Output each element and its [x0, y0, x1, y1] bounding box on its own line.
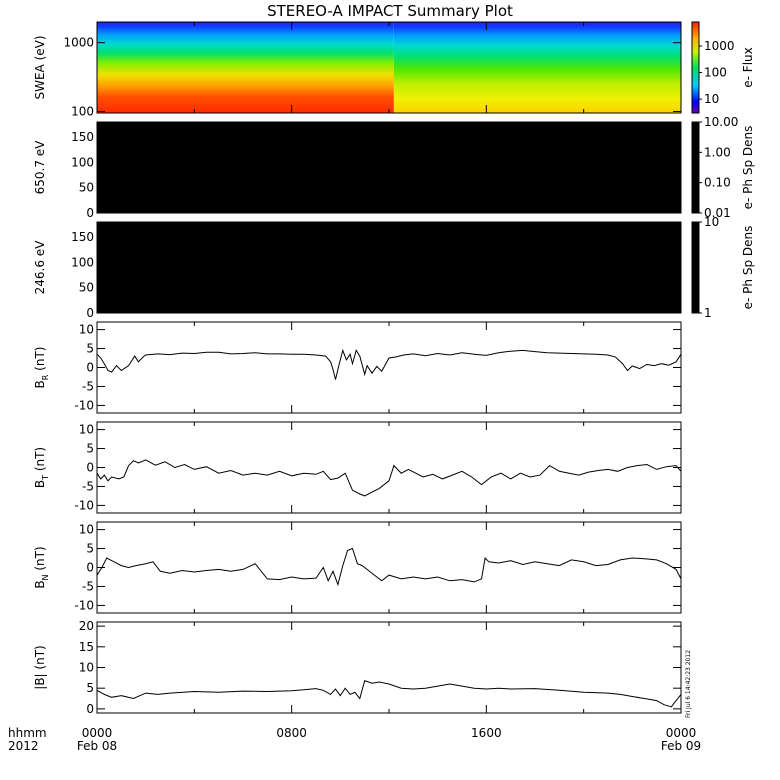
- colorbar-tick-label: 1000: [704, 39, 735, 53]
- footer-year-label: 2012: [8, 739, 39, 753]
- ylabel-unit: (nT): [33, 447, 47, 475]
- ylabel-main: B: [33, 580, 47, 588]
- panel-frame-4: [96, 421, 682, 514]
- ytick-label: 0: [86, 702, 94, 716]
- ytick-label: 50: [79, 181, 94, 195]
- ytick-label: 10: [79, 323, 94, 337]
- ytick-label: 15: [79, 640, 94, 654]
- ylabel-4: BT (nT): [33, 447, 50, 488]
- ytick-label: 0: [86, 561, 94, 575]
- colorbar-tick-label: 10: [704, 215, 719, 229]
- ytick-label: 0: [86, 206, 94, 220]
- colorbar-tick-label: 100: [704, 66, 727, 80]
- ytick-label: 1000: [63, 36, 94, 50]
- ylabel-unit: (nT): [33, 546, 47, 574]
- pad-spectrogram-1: [97, 122, 681, 213]
- ytick-label: 10: [79, 423, 94, 437]
- colorbar-tick-label: 10: [704, 92, 719, 106]
- xtick-label: 0800: [276, 726, 307, 740]
- ytick-label: -5: [82, 379, 94, 393]
- ytick-label: 10: [79, 661, 94, 675]
- series-line-T4: [96, 459, 682, 497]
- ylabel-main: B: [33, 380, 47, 388]
- colorbar-label-1: e- Ph Sp Dens: [741, 126, 755, 210]
- swea-spectrogram-before: [97, 22, 394, 113]
- footer-date-end: Feb 09: [661, 739, 701, 753]
- footer-timestamp: Fri Jul 6 14:42:23 2012: [685, 650, 692, 718]
- ylabel-unit: (nT): [33, 347, 47, 375]
- xtick-label: 1600: [471, 726, 502, 740]
- xtick-label: 0000: [666, 726, 697, 740]
- colorbar-1: [691, 121, 700, 214]
- ylabel-subscript: N: [41, 574, 50, 580]
- swea-spectrogram-after: [393, 22, 681, 113]
- ylabel-subscript: R: [41, 374, 50, 380]
- ytick-label: -10: [74, 398, 94, 412]
- ytick-label: -5: [82, 579, 94, 593]
- ytick-label: 150: [71, 230, 94, 244]
- ytick-label: 150: [71, 130, 94, 144]
- colorbar-tick-label: 1: [704, 306, 712, 320]
- colorbar-tick-label: 0.10: [704, 176, 731, 190]
- ytick-label: 20: [79, 619, 94, 633]
- colorbar-tick-label: 0.01: [704, 206, 731, 220]
- ytick-label: 5: [86, 681, 94, 695]
- ylabel-3: BR (nT): [33, 347, 50, 389]
- footer-date-start: Feb 08: [77, 739, 117, 753]
- footer-hhmm-label: hhmm: [8, 726, 47, 740]
- ytick-label: 0: [86, 361, 94, 375]
- ylabel-2: 246.6 eV: [33, 240, 47, 295]
- ylabel-5: BN (nT): [33, 546, 50, 588]
- ytick-label: 100: [71, 155, 94, 169]
- colorbar-tick-label: 1.00: [704, 145, 731, 159]
- ytick-label: 5: [86, 442, 94, 456]
- colorbar-label-2: e- Ph Sp Dens: [741, 226, 755, 310]
- panel-frame-3: [96, 321, 682, 414]
- ytick-label: 5: [86, 542, 94, 556]
- ytick-label: 100: [71, 255, 94, 269]
- panel-frame-6: [96, 621, 682, 714]
- panel-frame-5: [96, 521, 682, 614]
- ylabel-0: SWEA (eV): [33, 35, 47, 99]
- ytick-label: 100: [71, 104, 94, 118]
- colorbar-tick-label: 10.00: [704, 115, 738, 129]
- ytick-label: 10: [79, 523, 94, 537]
- series-line-6: [96, 680, 682, 708]
- ytick-label: -5: [82, 479, 94, 493]
- pad-spectrogram-2: [97, 222, 681, 313]
- colorbar-label-0: e- Flux: [741, 47, 755, 87]
- ytick-label: 0: [86, 306, 94, 320]
- ytick-label: 0: [86, 461, 94, 475]
- series-line-R3: [96, 348, 682, 380]
- colorbar-2: [691, 221, 700, 314]
- xtick-label: 0000: [82, 726, 113, 740]
- series-line-N5: [96, 547, 682, 587]
- plot-title: STEREO-A IMPACT Summary Plot: [267, 2, 513, 20]
- colorbar-0: [691, 21, 700, 114]
- ylabel-main: B: [33, 480, 47, 488]
- ytick-label: -10: [74, 498, 94, 512]
- ytick-label: 50: [79, 281, 94, 295]
- ytick-label: -10: [74, 598, 94, 612]
- ylabel-unit: (nT): [33, 645, 47, 673]
- ylabel-1: 650.7 eV: [33, 140, 47, 195]
- ylabel-subscript: T: [41, 475, 50, 481]
- ylabel-6: |B| (nT): [33, 645, 47, 689]
- ytick-label: 5: [86, 342, 94, 356]
- ylabel-main: |B|: [33, 673, 47, 689]
